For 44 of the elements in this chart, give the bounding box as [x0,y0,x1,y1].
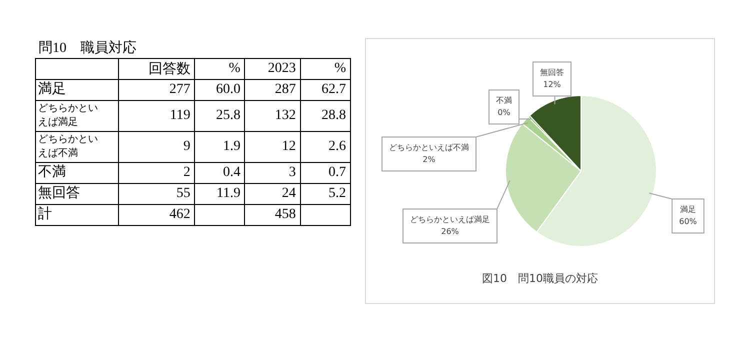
category-label: % [300,58,350,80]
data-label: 2% [422,155,436,164]
category-label: 不満 [38,165,66,180]
data-label: 0% [498,108,511,118]
text: 1.9 [222,139,240,154]
category-label: 満足 [38,82,66,97]
text: 60.0 [216,82,240,97]
text: 55 [176,186,190,201]
slice-label: 満足 [680,205,696,214]
text: 2 [183,165,190,180]
text: 458 [274,207,296,222]
slice-label: どちらかといえば満足 [410,215,490,224]
category-label: どちらかといえば不満 [38,134,98,159]
category-label: どちらかといえば満足 [38,103,98,128]
text: 9 [183,139,190,154]
data-label: 60% [679,217,698,226]
text: 287 [274,82,296,97]
text: 462 [169,207,190,222]
text: 3 [288,165,296,180]
text: 28.8 [322,108,346,123]
text: 問10 職員対応 [36,38,350,58]
data-label: 12% [543,80,562,90]
data-label: 26% [441,227,460,236]
slice-label: 無回答 [540,68,564,78]
text: 2.6 [328,139,346,154]
text: 0.7 [328,165,346,180]
text: 62.7 [322,82,346,97]
category-label: 2023 [244,58,300,80]
text: 25.8 [216,108,240,123]
text: 277 [169,82,190,97]
category-label: 計 [38,207,52,222]
category-label: 無回答 [38,186,80,201]
text: 24 [282,186,296,201]
slice-label: どちらかといえば不満 [389,143,469,152]
text: 11.9 [216,186,240,201]
text: 5.2 [328,186,346,201]
text: 132 [274,108,296,123]
text: 図10 問10職員の対応 [481,271,599,286]
text: 12 [282,139,296,154]
category-label: 回答数 [118,58,195,80]
category-label: % [194,58,245,80]
text: 0.4 [222,165,240,180]
text: 119 [170,108,190,123]
slice-label: 不満 [496,96,512,106]
